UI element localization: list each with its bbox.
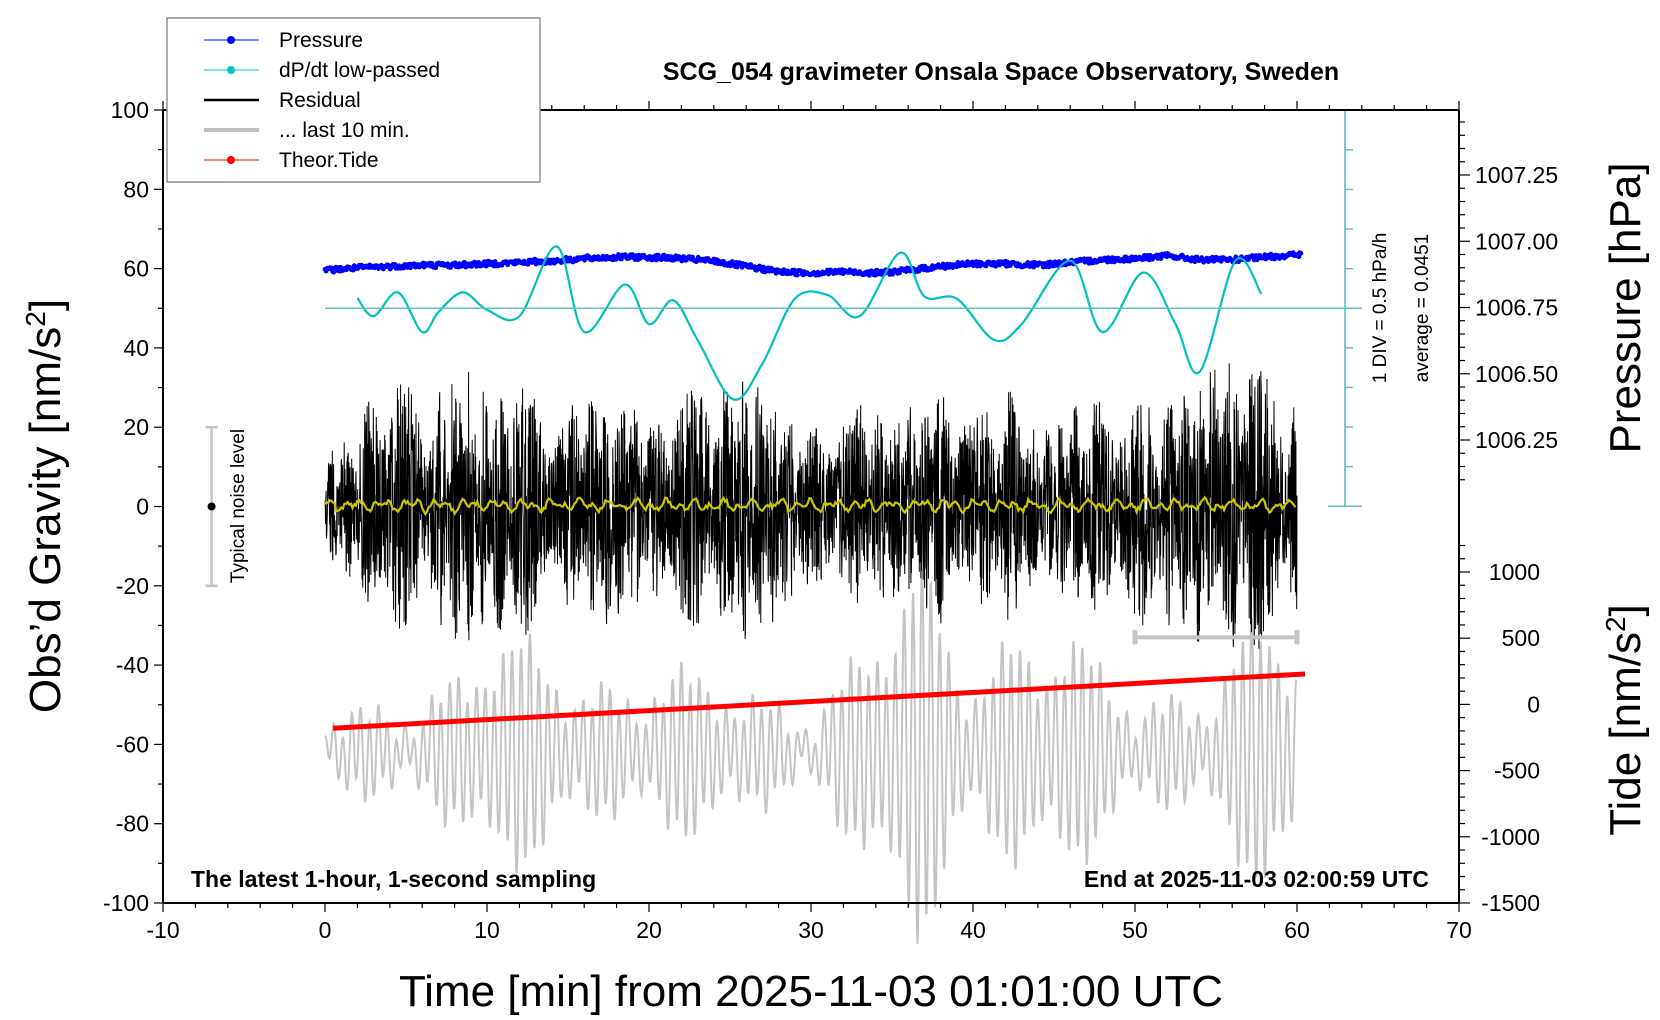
x-tick-label: 50 <box>1122 917 1148 943</box>
residual-line <box>324 363 1298 649</box>
tide-tick-label: 1000 <box>1489 559 1540 585</box>
pressure-point <box>492 259 498 264</box>
theoretical-tide-series <box>332 671 1306 731</box>
x-tick-label: 30 <box>798 917 824 943</box>
x-tick-label: 20 <box>636 917 662 943</box>
y-left-tick-label: -20 <box>116 573 149 599</box>
dpdt-div-label: 1 DIV = 0.5 hPa/h <box>1370 233 1391 384</box>
x-tick-label: 10 <box>474 917 500 943</box>
legend-entry-dpdt: dP/dt low-passed <box>204 59 440 82</box>
y-left-tick-label: 60 <box>123 256 149 282</box>
tide-line <box>332 671 1306 731</box>
legend-marker-tide <box>227 156 235 164</box>
legend-label-residual: Residual <box>279 89 361 112</box>
legend-marker-dpdt <box>227 66 235 74</box>
tide-tick-label: 500 <box>1502 625 1540 651</box>
pressure-point <box>1046 264 1052 270</box>
pressure-point <box>792 267 797 273</box>
pressure-point <box>484 263 489 269</box>
y-left-tick-label: 0 <box>136 494 149 520</box>
pressure-point <box>795 272 800 278</box>
pressure-series <box>322 250 1304 278</box>
chart-title: SCG_054 gravimeter Onsala Space Observat… <box>663 58 1339 86</box>
residual-series <box>324 363 1298 649</box>
y-left-tick-label: 80 <box>123 176 149 202</box>
dpdt-average-label: average = 0.0451 <box>1412 234 1433 382</box>
y-axis-tide-title: Tide [nm/s2] <box>1600 604 1651 836</box>
last-10-min-line <box>324 568 1298 944</box>
tide-tick-label: 0 <box>1527 691 1540 717</box>
y-left-tick-label: 20 <box>123 414 149 440</box>
legend-label-dpdt: dP/dt low-passed <box>279 59 440 82</box>
pressure-tick-label: 1007.25 <box>1475 162 1558 188</box>
pressure-point <box>1254 257 1260 263</box>
y-left-tick-label: -60 <box>116 731 149 757</box>
y-left-tick-label: -40 <box>116 652 149 678</box>
dpdt-series <box>356 245 1263 401</box>
pressure-point <box>1158 256 1164 261</box>
annotations <box>205 425 1300 645</box>
y-left-tick-label: 40 <box>123 335 149 361</box>
y-axis-left-title: Obs’d Gravity [nm/s2] <box>20 299 71 713</box>
x-axis-title: Time [min] from 2025-11-03 01:01:00 UTC <box>399 967 1223 1016</box>
pressure-tick-label: 1007.00 <box>1475 228 1558 254</box>
y-left-tick-label: -100 <box>103 890 149 916</box>
legend-entry-residual: Residual <box>204 89 361 112</box>
sampling-note: The latest 1-hour, 1-second sampling <box>191 866 596 892</box>
pressure-point <box>679 258 685 264</box>
pressure-tick-label: 1006.50 <box>1475 361 1558 387</box>
x-tick-label: 0 <box>319 917 332 943</box>
legend-label-tide: Theor.Tide <box>279 149 379 172</box>
x-tick-label: 40 <box>960 917 986 943</box>
x-tick-label: -10 <box>146 917 179 943</box>
legend-marker-pressure <box>227 36 235 44</box>
legend-label-pressure: Pressure <box>279 29 363 52</box>
pressure-point <box>940 261 946 267</box>
residual-smoothed-series <box>324 495 1297 517</box>
residual-smoothed-line <box>324 495 1297 517</box>
pressure-point <box>1298 250 1304 256</box>
axes: -10 0 10 20 30 40 50 60 70100806040200-20-40-60-… <box>103 97 1558 943</box>
y-left-tick-label: 100 <box>111 97 149 123</box>
tide-tick-label: -500 <box>1494 758 1540 784</box>
end-time-note: End at 2025-11-03 02:00:59 UTC <box>1084 866 1429 892</box>
noise-bar-center <box>207 502 216 511</box>
pressure-tick-label: 1006.75 <box>1475 295 1558 321</box>
pressure-tick-label: 1006.25 <box>1475 427 1558 453</box>
pressure-point <box>661 252 667 258</box>
tide-tick-label: -1000 <box>1481 824 1540 850</box>
last-10-min-series <box>324 568 1298 944</box>
y-left-tick-label: -80 <box>116 811 149 837</box>
legend-label-last10: ... last 10 min. <box>279 119 410 142</box>
y-axis-pressure-title: Pressure [hPa] <box>1601 162 1650 453</box>
pressure-point <box>392 262 398 267</box>
legend-entry-tide: Theor.Tide <box>204 149 379 172</box>
pressure-point <box>532 256 538 262</box>
noise-level-label: Typical noise level <box>228 429 249 583</box>
dpdt-line <box>356 245 1263 401</box>
x-tick-label: 60 <box>1284 917 1310 943</box>
legend-entry-last10: ... last 10 min. <box>204 119 410 142</box>
legend: Pressure dP/dt low-passed Residual ... l… <box>166 17 541 183</box>
tide-tick-label: -1500 <box>1481 890 1540 916</box>
legend-entry-pressure: Pressure <box>204 29 363 52</box>
x-tick-label: 70 <box>1446 917 1472 943</box>
